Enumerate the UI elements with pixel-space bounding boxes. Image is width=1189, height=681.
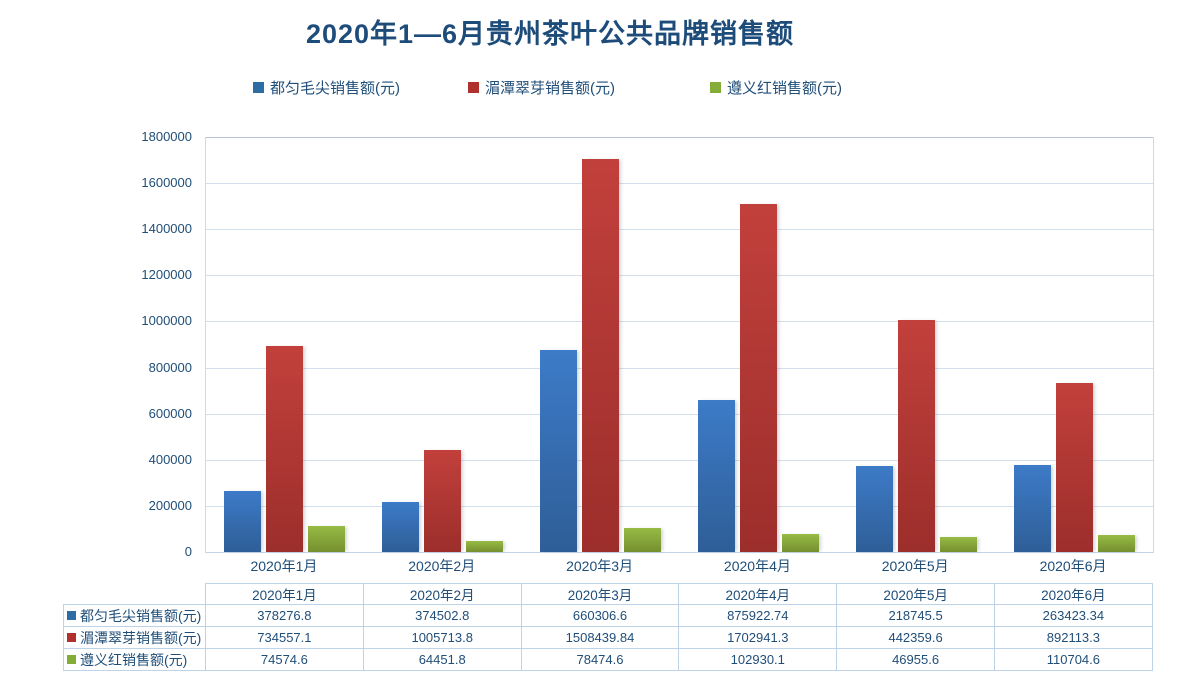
table-value-cell: 110704.6	[993, 648, 1153, 671]
bar-遵义红销售额(元)-2020年4月	[781, 533, 819, 552]
legend-item-label: 都匀毛尖销售额(元)	[270, 79, 400, 97]
bar-都匀毛尖销售额(元)-2020年3月	[540, 350, 578, 552]
y-axis-tick-label: 200000	[148, 497, 192, 513]
table-value-cell: 64451.8	[362, 648, 522, 671]
y-axis-tick-label: 400000	[148, 451, 192, 467]
table-value-cell: 875922.74	[678, 604, 838, 627]
table-value-cell: 46955.6	[836, 648, 995, 671]
legend-swatch-icon	[710, 81, 721, 93]
x-axis-category-label: 2020年6月	[1039, 558, 1107, 574]
y-axis-tick-label: 1400000	[141, 221, 192, 237]
bar-遵义红销售额(元)-2020年2月	[466, 541, 504, 552]
table-header-cell: 2020年5月	[836, 583, 995, 605]
y-axis-tick-label: 1000000	[141, 313, 192, 329]
bar-都匀毛尖销售额(元)-2020年5月	[855, 465, 893, 552]
bar-湄潭翠芽销售额(元)-2020年1月	[266, 346, 304, 552]
data-table: 2020年1月 2020年2月 2020年3月 2020年4月 2020年5月 2020年…	[63, 583, 1153, 671]
gridline	[206, 459, 1153, 461]
series-swatch-icon	[67, 633, 76, 642]
x-axis-category-label: 2020年2月	[408, 558, 476, 574]
bar-遵义红销售额(元)-2020年3月	[624, 528, 662, 552]
bar-都匀毛尖销售额(元)-2020年1月	[224, 491, 262, 552]
x-axis-category-label: 2020年4月	[723, 558, 791, 574]
series-swatch-icon	[67, 655, 76, 664]
bar-湄潭翠芽销售额(元)-2020年3月	[582, 159, 620, 552]
legend-item-2: 湄潭翠芽销售额(元)	[468, 76, 615, 98]
table-header-cell: 2020年4月	[678, 583, 838, 605]
legend-swatch-icon	[468, 81, 479, 93]
gridline	[206, 183, 1153, 185]
legend-swatch-icon	[253, 81, 264, 93]
table-value-cell: 442359.6	[836, 626, 995, 649]
table-value-cell: 374502.8	[362, 604, 522, 627]
table-header-cell: 2020年3月	[520, 583, 680, 605]
table-value-cell: 1702941.3	[678, 626, 838, 649]
table-row: 都匀毛尖销售额(元) 378276.8 374502.8 660306.6 875922…	[63, 604, 1153, 627]
gridline	[206, 275, 1153, 277]
table-row-label: 遵义红销售额(元)	[63, 648, 206, 671]
table-value-cell: 734557.1	[205, 626, 364, 649]
series-name-label: 湄潭翠芽销售额(元)	[80, 629, 202, 646]
table-value-cell: 102930.1	[678, 648, 838, 671]
bar-遵义红销售额(元)-2020年1月	[308, 526, 346, 552]
bar-遵义红销售额(元)-2020年5月	[939, 537, 977, 552]
gridline	[206, 367, 1153, 369]
gridline	[206, 505, 1153, 507]
y-axis-labels: 0 200000 400000 600000 800000 1000000 1200000 1…	[50, 129, 192, 559]
bar-遵义红销售额(元)-2020年6月	[1097, 534, 1135, 552]
bar-湄潭翠芽销售额(元)-2020年5月	[897, 320, 935, 552]
gridline	[206, 229, 1153, 231]
table-value-cell: 78474.6	[520, 648, 680, 671]
x-axis-category-label: 2020年5月	[881, 558, 949, 574]
legend-item-3: 遵义红销售额(元)	[710, 76, 842, 98]
table-value-cell: 218745.5	[836, 604, 995, 627]
chart-title: 2020年1—6月贵州茶叶公共品牌销售额	[305, 19, 795, 49]
y-axis-tick-label: 600000	[148, 405, 192, 421]
y-axis-tick-label: 1200000	[141, 267, 192, 283]
table-value-cell: 263423.34	[993, 604, 1153, 627]
table-value-cell: 378276.8	[205, 604, 364, 627]
table-row: 遵义红销售额(元) 74574.6 64451.8 78474.6 102930.1 46…	[63, 648, 1153, 671]
table-body: 2020年1月 2020年2月 2020年3月 2020年4月 2020年5月 2020年…	[63, 583, 1153, 671]
plot-area	[205, 137, 1154, 553]
table-value-cell: 1005713.8	[362, 626, 522, 649]
x-axis-category-label: 2020年3月	[566, 558, 634, 574]
table-row-label: 都匀毛尖销售额(元)	[63, 604, 206, 627]
gridline	[206, 321, 1153, 323]
legend-item-label: 湄潭翠芽销售额(元)	[485, 79, 615, 97]
bar-都匀毛尖销售额(元)-2020年6月	[1013, 464, 1051, 552]
bar-湄潭翠芽销售额(元)-2020年4月	[739, 204, 777, 552]
y-axis-tick-label: 1600000	[141, 175, 192, 191]
table-value-cell: 892113.3	[993, 626, 1153, 649]
y-axis-tick-label: 800000	[148, 359, 192, 375]
x-axis-category-label: 2020年1月	[250, 558, 318, 574]
gridline	[206, 137, 1153, 138]
bar-都匀毛尖销售额(元)-2020年2月	[382, 501, 420, 552]
table-header-cell: 2020年6月	[993, 583, 1153, 605]
series-name-label: 遵义红销售额(元)	[80, 651, 188, 668]
table-row-label: 湄潭翠芽销售额(元)	[63, 626, 206, 649]
series-name-label: 都匀毛尖销售额(元)	[80, 607, 202, 624]
series-swatch-icon	[67, 611, 76, 620]
table-value-cell: 1508439.84	[520, 626, 680, 649]
table-value-cell: 74574.6	[205, 648, 364, 671]
table-header-row: 2020年1月 2020年2月 2020年3月 2020年4月 2020年5月 2020年…	[63, 583, 1153, 605]
bar-湄潭翠芽销售额(元)-2020年6月	[1055, 382, 1093, 552]
table-value-cell: 660306.6	[520, 604, 680, 627]
bar-都匀毛尖销售额(元)-2020年4月	[697, 399, 735, 552]
chart-legend: 都匀毛尖销售额(元) 湄潭翠芽销售额(元) 遵义红销售额(元)	[0, 76, 1189, 98]
table-header-cell: 2020年2月	[362, 583, 522, 605]
gridline	[206, 413, 1153, 415]
table-header-cell: 2020年1月	[205, 583, 364, 605]
table-row: 湄潭翠芽销售额(元) 734557.1 1005713.8 1508439.84 170…	[63, 626, 1153, 649]
table-corner-cell	[63, 583, 206, 605]
legend-item-1: 都匀毛尖销售额(元)	[253, 76, 400, 98]
y-axis-tick-label: 0	[184, 544, 192, 559]
bar-湄潭翠芽销售额(元)-2020年2月	[424, 450, 462, 552]
x-axis-labels: 2020年1月 2020年2月 2020年3月 2020年4月 2020年5月 2020年…	[205, 554, 1152, 578]
legend-item-label: 遵义红销售额(元)	[727, 79, 842, 97]
y-axis-tick-label: 1800000	[141, 129, 192, 144]
